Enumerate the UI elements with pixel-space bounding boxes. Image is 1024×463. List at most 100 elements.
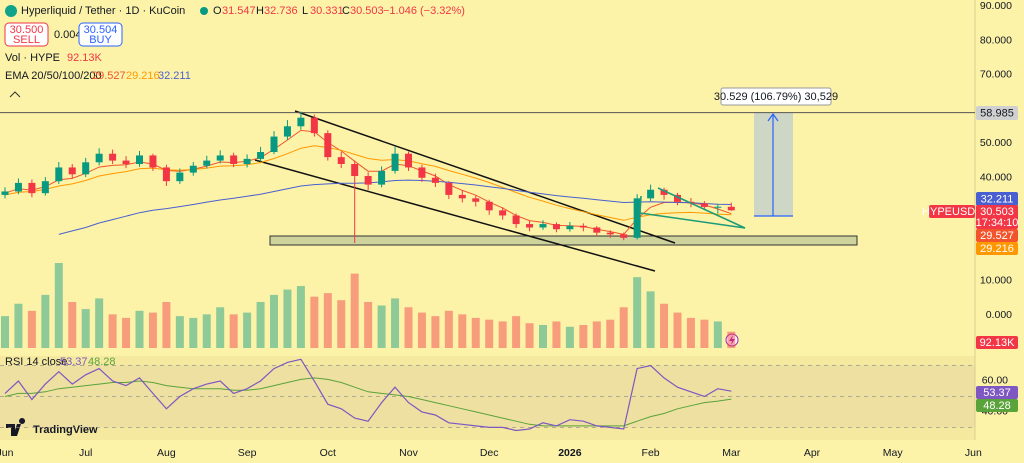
- sell-label[interactable]: SELL: [13, 34, 40, 46]
- candle-body: [458, 194, 466, 199]
- badge-bg: [976, 106, 1018, 120]
- volume-bar: [95, 298, 104, 348]
- ema-badge: 32.211: [981, 193, 1014, 205]
- candle-body: [472, 198, 480, 202]
- volume-bar: [579, 324, 588, 348]
- buy-button[interactable]: [78, 22, 123, 47]
- volume-bar: [364, 301, 373, 348]
- candle-body: [122, 160, 130, 165]
- triangle-line: [657, 187, 746, 229]
- rsi-line: [4, 358, 732, 432]
- ohlc-key: C: [342, 5, 350, 17]
- candle-body: [55, 167, 63, 182]
- volume-bar: [323, 293, 332, 348]
- candle-body: [297, 117, 305, 127]
- candle-body: [674, 194, 681, 202]
- candle-body: [28, 182, 36, 194]
- volume-bar: [700, 319, 709, 348]
- candle-body: [445, 182, 453, 195]
- candle-body: [162, 167, 170, 182]
- x-tick-label: Feb: [642, 447, 660, 459]
- collapse-icon[interactable]: [9, 91, 21, 98]
- channel-line: [254, 159, 656, 272]
- volume-bar: [243, 312, 252, 348]
- ema-line: [58, 179, 732, 235]
- badge-bg: [976, 386, 1018, 399]
- change: −1.046 (−3.32%): [383, 5, 465, 17]
- volume-bar: [377, 305, 386, 348]
- volume-bar: [283, 289, 292, 348]
- candle-body: [431, 177, 439, 183]
- ohlc-value: 31.547: [222, 5, 256, 17]
- candle-body: [176, 172, 184, 182]
- candle-body: [230, 155, 238, 165]
- logo-text: TradingView: [33, 424, 98, 436]
- candle-body: [700, 203, 708, 207]
- measure-label-box: [720, 87, 832, 106]
- candle-body: [364, 176, 372, 185]
- y-tick-label: 10.000: [980, 274, 1012, 286]
- rsi-tick-label: 60.00: [982, 375, 1008, 387]
- ticker-badge: HYPEUSDT: [922, 206, 982, 218]
- volume-bar: [81, 309, 90, 348]
- volume-value: 92.13K: [67, 52, 103, 64]
- x-tick-label: Jun: [965, 447, 982, 459]
- candle-body: [418, 167, 426, 178]
- y-tick-label: 70.000: [980, 69, 1012, 81]
- candle-body: [216, 155, 224, 161]
- volume-bar: [122, 317, 131, 348]
- volume-bar: [525, 323, 534, 348]
- badge-bg: [976, 205, 1018, 229]
- ema-value: 29.527: [92, 70, 126, 82]
- logo-icon: [6, 418, 26, 436]
- volume-bar: [202, 314, 211, 348]
- y-tick-label: 50.000: [980, 137, 1012, 149]
- volume-bar: [148, 312, 157, 348]
- candle-body: [499, 210, 507, 216]
- symbol-title: Hyperliquid / Tether · 1D · KuCoin: [21, 5, 185, 17]
- volume-bar: [296, 286, 305, 348]
- ohlc-key: L: [302, 5, 308, 17]
- rsi-badge: 53.37: [983, 387, 1011, 399]
- volume-bar: [660, 303, 669, 348]
- buy-label[interactable]: BUY: [89, 34, 112, 46]
- candle-body: [526, 224, 534, 228]
- volume-bar: [270, 294, 278, 348]
- x-tick-label: Dec: [480, 447, 499, 459]
- sell-button[interactable]: [4, 22, 49, 47]
- volume-bar: [404, 307, 413, 348]
- candle-body: [14, 182, 22, 192]
- volume-bar: [337, 300, 346, 348]
- volume-bar: [512, 316, 521, 348]
- candle-body: [149, 155, 157, 168]
- badge-bg: [976, 242, 1018, 255]
- y-tick-label: 40.000: [980, 172, 1012, 184]
- badge-bg: [976, 399, 1018, 412]
- ohlc-key: O: [213, 5, 222, 17]
- volume-bar: [539, 324, 547, 348]
- countdown: 17:34:10: [976, 217, 1019, 229]
- sell-price[interactable]: 30.500: [10, 24, 44, 36]
- candle-body: [512, 215, 520, 225]
- volume-bar: [686, 317, 695, 348]
- candle-body: [283, 126, 291, 137]
- volume-badge: 92.13K: [980, 337, 1016, 349]
- candle-body: [566, 225, 574, 230]
- ema-badge: 29.527: [980, 230, 1014, 242]
- candle-body: [324, 133, 332, 158]
- buy-price[interactable]: 30.504: [84, 24, 118, 36]
- badge-bg: [976, 336, 1018, 349]
- volume-bar: [391, 298, 400, 348]
- candle-body: [660, 189, 668, 195]
- volume-bar: [54, 263, 63, 348]
- x-tick-label: Jul: [79, 447, 92, 459]
- symbol-icon: [5, 5, 17, 17]
- candle-body: [606, 232, 614, 235]
- rsi-pane: [0, 356, 975, 440]
- x-tick-label: Nov: [399, 447, 418, 459]
- rsi-ma-value: 48.28: [88, 356, 116, 368]
- volume-bar: [606, 319, 615, 348]
- candle-body: [405, 153, 412, 168]
- volume-legend: Vol · HYPE: [5, 52, 60, 64]
